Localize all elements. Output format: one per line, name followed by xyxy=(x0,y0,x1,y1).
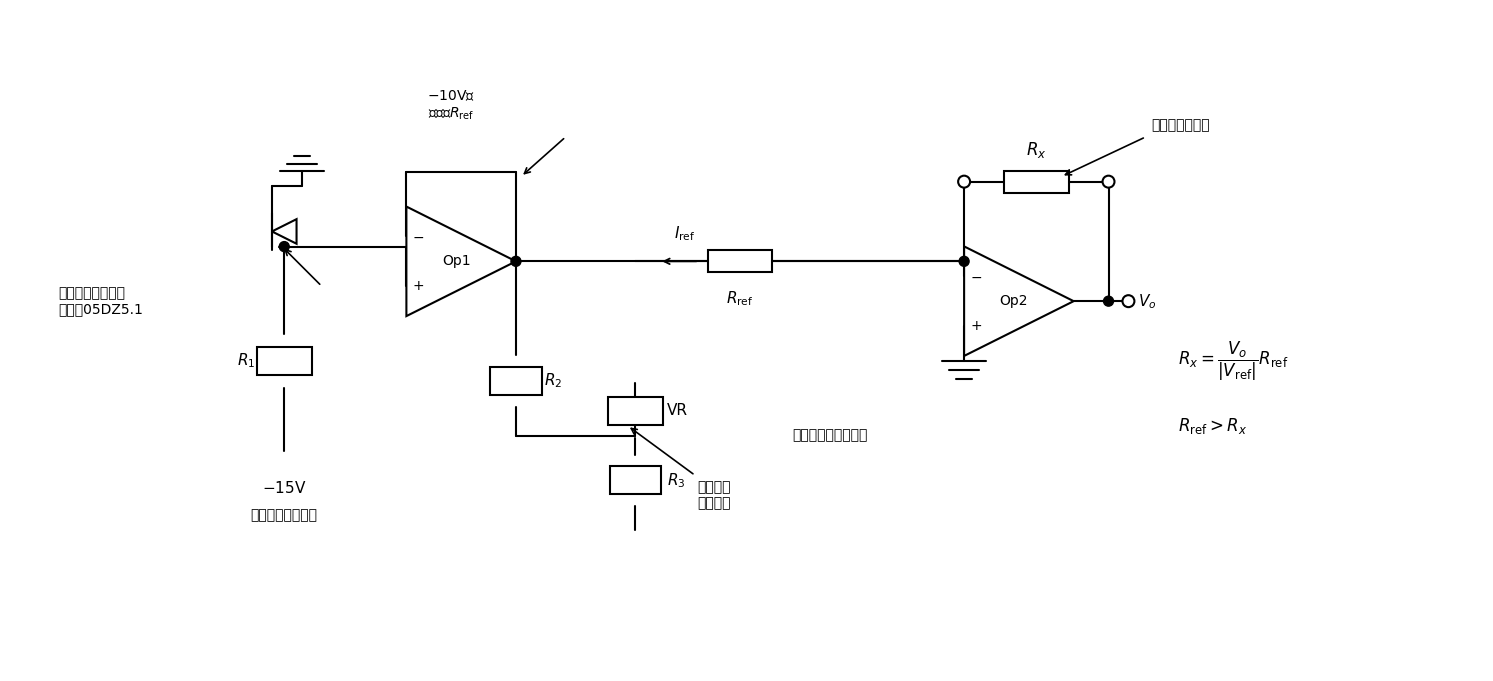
Text: $R_{\mathrm{ref}}$: $R_{\mathrm{ref}}$ xyxy=(726,289,754,308)
Text: $+$: $+$ xyxy=(412,279,424,293)
Circle shape xyxy=(959,176,970,188)
Circle shape xyxy=(1103,296,1114,306)
Bar xyxy=(708,251,772,272)
Polygon shape xyxy=(406,206,517,316)
Text: 电阻－电压变换部分: 电阻－电压变换部分 xyxy=(791,428,867,443)
Bar xyxy=(609,466,661,494)
Text: $R_{\mathrm{ref}}>R_x$: $R_{\mathrm{ref}}>R_x$ xyxy=(1178,415,1247,436)
Text: 用以调整
基准电压: 用以调整 基准电压 xyxy=(697,480,730,511)
Polygon shape xyxy=(272,219,297,244)
Bar xyxy=(257,347,312,375)
Text: $R_1$: $R_1$ xyxy=(237,351,255,370)
Circle shape xyxy=(959,256,969,266)
Circle shape xyxy=(1123,295,1135,307)
Text: $I_{\mathrm{ref}}$: $I_{\mathrm{ref}}$ xyxy=(673,225,694,243)
Circle shape xyxy=(1102,176,1114,188)
Text: 拟测定该电阻值: 拟测定该电阻值 xyxy=(1151,118,1209,132)
Text: $R_3$: $R_3$ xyxy=(667,471,685,490)
Text: $R_x$: $R_x$ xyxy=(1026,140,1047,160)
Text: $R_x=\dfrac{V_o}{|V_{\mathrm{ref}}|}R_{\mathrm{ref}}$: $R_x=\dfrac{V_o}{|V_{\mathrm{ref}}|}R_{\… xyxy=(1178,339,1288,383)
Text: 基准电压发生部分: 基准电压发生部分 xyxy=(251,508,318,522)
Bar xyxy=(608,397,663,425)
Bar xyxy=(1003,171,1069,193)
Text: $-$10V基
准电压$R_{\mathrm{ref}}$: $-$10V基 准电压$R_{\mathrm{ref}}$ xyxy=(427,89,475,122)
Text: $+$: $+$ xyxy=(970,319,982,333)
Text: 使用不受温度变化
影响的05DZ5.1: 使用不受温度变化 影响的05DZ5.1 xyxy=(58,286,143,316)
Circle shape xyxy=(511,256,521,266)
Text: $-$15V: $-$15V xyxy=(261,480,306,496)
Text: Op2: Op2 xyxy=(1000,294,1029,308)
Text: VR: VR xyxy=(667,403,688,418)
Text: Op1: Op1 xyxy=(442,254,470,268)
Text: $-$: $-$ xyxy=(970,270,982,283)
Polygon shape xyxy=(964,247,1073,356)
Text: $-$: $-$ xyxy=(412,229,424,244)
Text: $V_o$: $V_o$ xyxy=(1138,292,1157,311)
Text: $R_2$: $R_2$ xyxy=(543,371,561,390)
Bar xyxy=(490,367,542,395)
Circle shape xyxy=(279,242,290,251)
